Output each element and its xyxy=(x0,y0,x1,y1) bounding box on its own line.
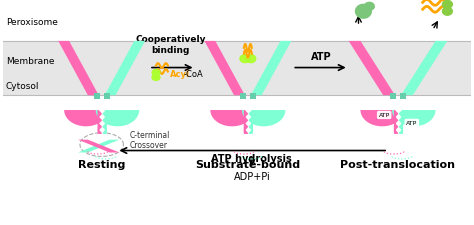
Bar xyxy=(400,94,406,100)
Text: Substrate-bound: Substrate-bound xyxy=(195,160,301,170)
Polygon shape xyxy=(105,42,145,96)
Polygon shape xyxy=(392,110,436,127)
Text: ATP: ATP xyxy=(379,113,390,118)
Polygon shape xyxy=(365,3,374,11)
Text: Acyl: Acyl xyxy=(170,70,190,79)
Polygon shape xyxy=(242,110,285,127)
Polygon shape xyxy=(356,5,371,19)
Text: Peroxisome: Peroxisome xyxy=(6,18,58,27)
Bar xyxy=(240,94,246,100)
Polygon shape xyxy=(251,42,292,96)
Text: ATP: ATP xyxy=(310,51,331,61)
Polygon shape xyxy=(348,42,395,96)
Bar xyxy=(94,94,100,100)
Bar xyxy=(104,94,109,100)
Text: ATP hydrolysis: ATP hydrolysis xyxy=(211,154,292,164)
Bar xyxy=(244,110,252,135)
Text: ADP+Pi: ADP+Pi xyxy=(233,171,270,181)
Polygon shape xyxy=(360,110,404,127)
Polygon shape xyxy=(64,110,108,127)
Polygon shape xyxy=(78,140,119,153)
Bar xyxy=(3,42,471,96)
Bar xyxy=(98,110,106,135)
Text: ATP: ATP xyxy=(406,121,418,126)
Polygon shape xyxy=(442,1,452,9)
Text: C-terminal
Crossover: C-terminal Crossover xyxy=(129,130,170,150)
Polygon shape xyxy=(442,8,452,16)
Bar xyxy=(390,94,396,100)
Text: -CoA: -CoA xyxy=(183,70,203,79)
Text: Membrane: Membrane xyxy=(6,57,55,66)
Text: Cooperatively
binding: Cooperatively binding xyxy=(136,35,206,54)
Polygon shape xyxy=(210,110,254,127)
Polygon shape xyxy=(401,42,447,96)
Polygon shape xyxy=(204,42,245,96)
Text: Cytosol: Cytosol xyxy=(6,81,39,90)
Polygon shape xyxy=(246,56,256,63)
Text: Resting: Resting xyxy=(78,160,125,170)
Bar xyxy=(394,110,402,135)
Polygon shape xyxy=(240,56,250,63)
Polygon shape xyxy=(78,140,119,153)
Polygon shape xyxy=(152,75,160,81)
Polygon shape xyxy=(96,110,139,127)
Polygon shape xyxy=(152,70,160,76)
Bar xyxy=(3,96,471,224)
Bar xyxy=(250,94,256,100)
Polygon shape xyxy=(58,42,99,96)
Bar xyxy=(3,1,471,42)
Text: Post-translocation: Post-translocation xyxy=(340,160,456,170)
